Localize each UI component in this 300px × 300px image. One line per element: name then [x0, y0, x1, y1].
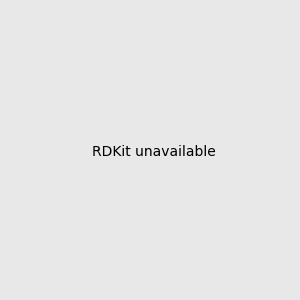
- Text: RDKit unavailable: RDKit unavailable: [92, 145, 216, 158]
